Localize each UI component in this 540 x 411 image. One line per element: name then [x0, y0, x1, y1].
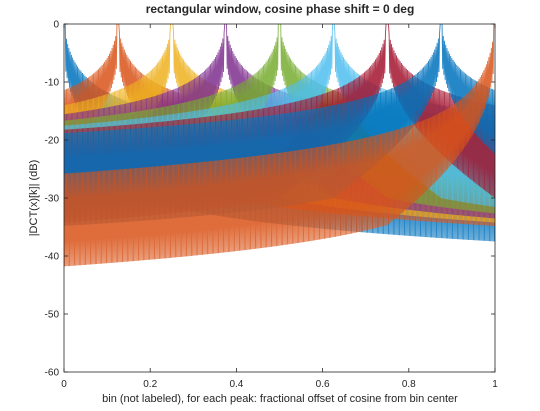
x-axis: 0 0.2 0.4 0.6 0.8 1	[61, 24, 498, 390]
x-tick-label: 0.8	[402, 379, 416, 390]
y-tick-label: -30	[45, 194, 60, 205]
y-tick-label: -40	[45, 252, 60, 263]
y-tick-label: -20	[45, 136, 60, 147]
x-tick-label: 1	[492, 379, 498, 390]
x-axis-label: bin (not labeled), for each peak: fracti…	[102, 393, 458, 405]
y-tick-label: -60	[45, 368, 60, 379]
y-tick-label: 0	[53, 20, 59, 31]
x-tick-label: 0.4	[229, 379, 243, 390]
x-tick-label: 0	[61, 379, 67, 390]
x-tick-label: 0.2	[143, 379, 157, 390]
y-axis: -60 -50 -40 -30 -20 -10 0	[45, 20, 495, 379]
plot-area: 0 0.2 0.4 0.6 0.8 1 -60 -50 -40 -30 -20 -10 0	[45, 20, 499, 391]
series-line	[64, 24, 495, 267]
x-tick-label: 0.6	[316, 379, 330, 390]
chart-title: rectangular window, cosine phase shift =…	[146, 2, 415, 16]
y-tick-label: -10	[45, 78, 60, 89]
series-layer	[64, 24, 495, 267]
y-axis-label: |DCT(x)[k]| (dB)	[28, 160, 40, 237]
y-tick-label: -50	[45, 310, 60, 321]
